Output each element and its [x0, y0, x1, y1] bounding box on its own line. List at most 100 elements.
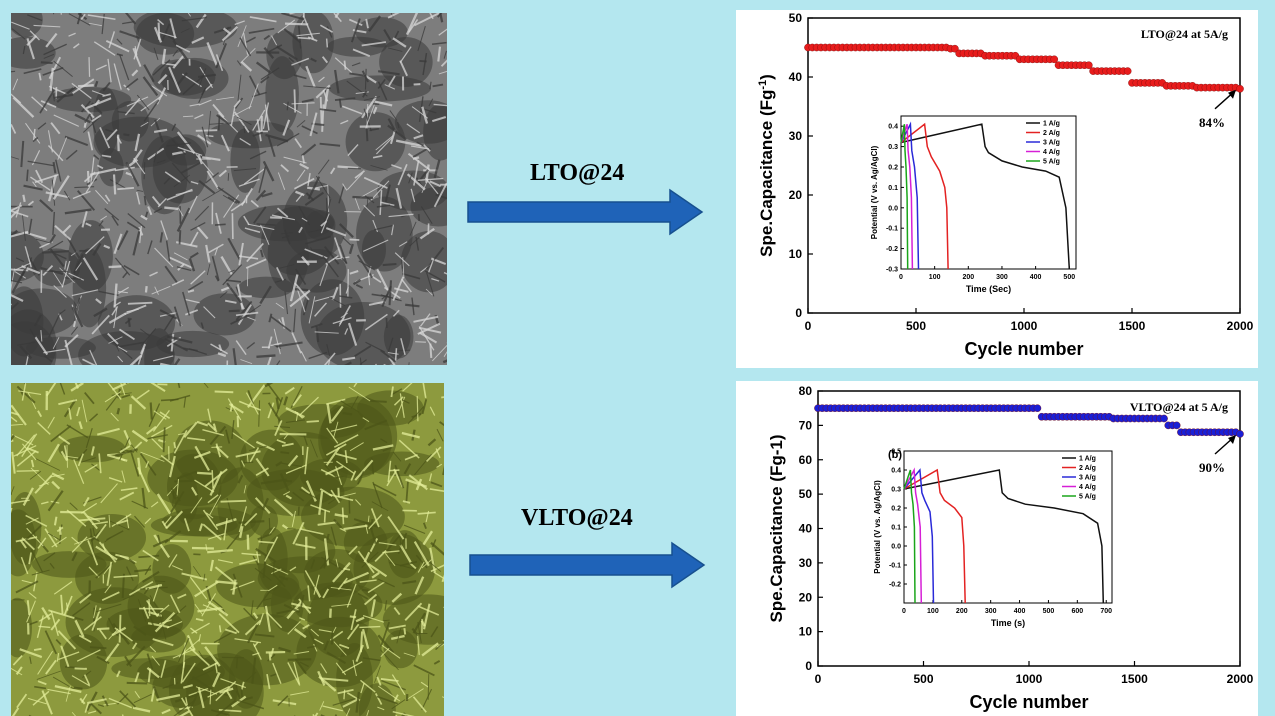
sem-flake: [287, 662, 301, 686]
sem-flake: [205, 83, 213, 91]
sem-flake: [255, 61, 272, 74]
sem-flake: [117, 341, 145, 348]
sem-flake: [62, 224, 72, 234]
sem-flake: [367, 562, 388, 578]
x-tick-label: 1000: [1016, 672, 1043, 686]
sem-flake: [27, 620, 38, 626]
sem-flake: [176, 131, 196, 155]
sem-flake: [234, 111, 250, 133]
sem-flake: [159, 362, 171, 365]
sem-flake: [70, 383, 84, 392]
sem-flake: [126, 308, 139, 313]
sem-flake: [113, 574, 138, 578]
sem-flake: [197, 687, 205, 709]
sem-flake: [377, 578, 395, 588]
sem-pore: [68, 220, 113, 292]
y-tick-label: 60: [799, 453, 813, 467]
inset-legend-label: 5 A/g: [1079, 494, 1096, 501]
sem-flake: [267, 653, 276, 662]
sem-flake: [425, 288, 433, 296]
sem-flake: [133, 515, 146, 528]
inset-legend-label: 4 A/g: [1043, 149, 1060, 156]
sem-flake: [238, 242, 244, 266]
y-tick-label: 80: [799, 384, 813, 398]
sem-flake: [148, 403, 161, 428]
sem-flake: [151, 424, 173, 438]
sem-flake: [310, 322, 323, 329]
y-tick-label: 50: [789, 11, 803, 25]
sem-flake: [319, 557, 330, 570]
sem-flake: [215, 43, 228, 69]
sem-flake: [245, 36, 256, 43]
sem-flake: [299, 162, 310, 170]
sem-flake: [421, 399, 428, 415]
sem-flake: [25, 517, 39, 525]
inset-y-axis-label: Potential (V vs. Ag/AgCl): [873, 480, 882, 574]
sem-flake: [91, 90, 105, 96]
sem-flake: [177, 383, 181, 389]
sem-flake: [404, 602, 423, 621]
sem-flake: [11, 439, 14, 443]
sem-flake: [371, 571, 380, 579]
sem-flake: [397, 164, 408, 186]
sem-flake: [338, 98, 342, 108]
sem-flake: [440, 59, 447, 67]
sem-pore: [11, 597, 32, 658]
sem-flake: [436, 463, 443, 468]
sem-flake: [211, 470, 214, 489]
sem-flake: [23, 231, 47, 240]
sem-flake: [71, 82, 92, 99]
sem-flake: [161, 708, 171, 715]
sem-flake: [431, 344, 447, 362]
sem-flake: [14, 262, 32, 271]
sem-flake: [277, 19, 296, 34]
sem-flake: [214, 566, 235, 583]
sem-flake: [150, 687, 156, 702]
sem-flake: [380, 201, 395, 207]
sem-flake: [152, 410, 170, 432]
sem-flake: [278, 575, 289, 581]
sem-flake: [12, 654, 23, 666]
sem-flake: [235, 690, 241, 698]
sem-flake: [396, 625, 402, 644]
sem-flake: [169, 490, 185, 515]
sem-flake: [372, 219, 379, 233]
sem-flake: [228, 269, 235, 273]
sem-flake: [70, 326, 79, 335]
inset-x-tick-label: 100: [927, 608, 939, 615]
sem-flake: [234, 638, 262, 644]
sem-flake: [360, 682, 365, 694]
sem-flake: [258, 166, 267, 193]
sem-flake: [119, 690, 137, 708]
sem-flake: [188, 280, 204, 291]
sem-flake: [26, 169, 29, 182]
sem-flake: [263, 597, 272, 601]
sem-flake: [127, 158, 139, 168]
sem-flake: [103, 565, 111, 575]
sem-flake: [97, 704, 105, 707]
sem-flake: [322, 89, 329, 102]
sem-flake: [268, 44, 283, 53]
sem-flake: [166, 188, 193, 201]
sem-flake: [283, 491, 291, 496]
sem-flake: [271, 214, 295, 221]
sem-flake: [58, 651, 80, 661]
sem-flake: [80, 103, 95, 119]
sem-flake: [314, 295, 334, 302]
sem-flake: [247, 223, 275, 231]
sem-flake: [17, 341, 36, 346]
sem-flake: [43, 552, 56, 562]
sem-flake: [397, 532, 408, 554]
sem-flake: [249, 447, 260, 463]
sem-flake: [27, 697, 47, 705]
sem-flake: [77, 453, 85, 467]
sem-flake: [11, 209, 19, 219]
sem-flake: [161, 48, 167, 64]
sem-flake: [325, 465, 344, 476]
sem-flake: [207, 600, 229, 617]
sem-flake: [402, 580, 417, 585]
sem-flake: [285, 494, 292, 500]
sem-flake: [19, 345, 33, 360]
sem-flake: [392, 309, 400, 317]
